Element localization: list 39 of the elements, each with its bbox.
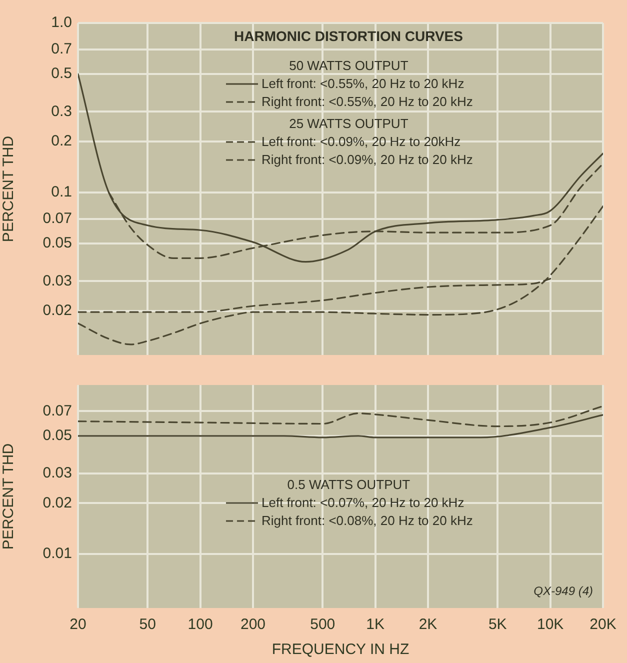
annotation: 50 WATTS OUTPUT [288,57,410,75]
legend-label: Left front: <0.07%, 20 Hz to 20 kHz [262,494,464,512]
x-tick-label: 20 [70,616,86,634]
y-tick-label: 0.01 [42,545,72,562]
x-tick-label: 1K [366,616,384,634]
y-axis-title: PERCENT THD [0,136,18,242]
y-tick-label: 0.3 [51,102,72,120]
x-tick-label: 2K [418,616,438,634]
x-tick-label: 50 [139,616,156,634]
y-tick-label: 0.05 [42,234,72,252]
y-tick-label: 0.5 [51,65,72,82]
y-tick-label: 0.07 [42,402,72,420]
legend-label: Right front: <0.08%, 20 Hz to 20 kHz [262,512,473,530]
y-tick-label: 0.02 [42,494,72,512]
y-tick-label: 0.7 [51,40,72,58]
legend-label: Right front: <0.09%, 20 Hz to 20 kHz [262,151,473,169]
legend-label: Right front: <0.55%, 20 Hz to 20 kHz [262,93,473,111]
y-tick-label: 0.07 [42,210,72,227]
legend-label: Left front: <0.09%, 20 Hz to 20kHz [262,133,461,151]
legend-label: Left front: <0.55%, 20 Hz to 20 kHz [262,75,464,93]
annotation: QX-949 (4) [534,584,593,598]
annotation: 25 WATTS OUTPUT [288,115,410,133]
y-tick-label: 1.0 [51,14,72,32]
y-tick-label: 0.05 [42,427,72,444]
legend-title: 0.5 WATTS OUTPUT [286,476,412,494]
x-tick-label: 500 [310,616,336,634]
y-tick-label: 0.03 [42,272,72,290]
x-axis-title: FREQUENCY IN HZ [272,641,410,658]
x-tick-label: 10K [536,616,564,634]
x-tick-label: 5K [488,616,507,634]
y-tick-label: 0.1 [51,184,72,201]
x-tick-label: 200 [240,616,266,634]
y-tick-label: 0.03 [42,464,72,482]
chart-title: HARMONIC DISTORTION CURVES [234,28,463,44]
y-axis-title: PERCENT THD [0,443,18,550]
x-tick-label: 100 [188,616,213,634]
y-tick-label: 0.2 [51,132,72,150]
y-tick-label: 0.02 [42,302,72,320]
x-tick-label: 20K [590,616,616,634]
